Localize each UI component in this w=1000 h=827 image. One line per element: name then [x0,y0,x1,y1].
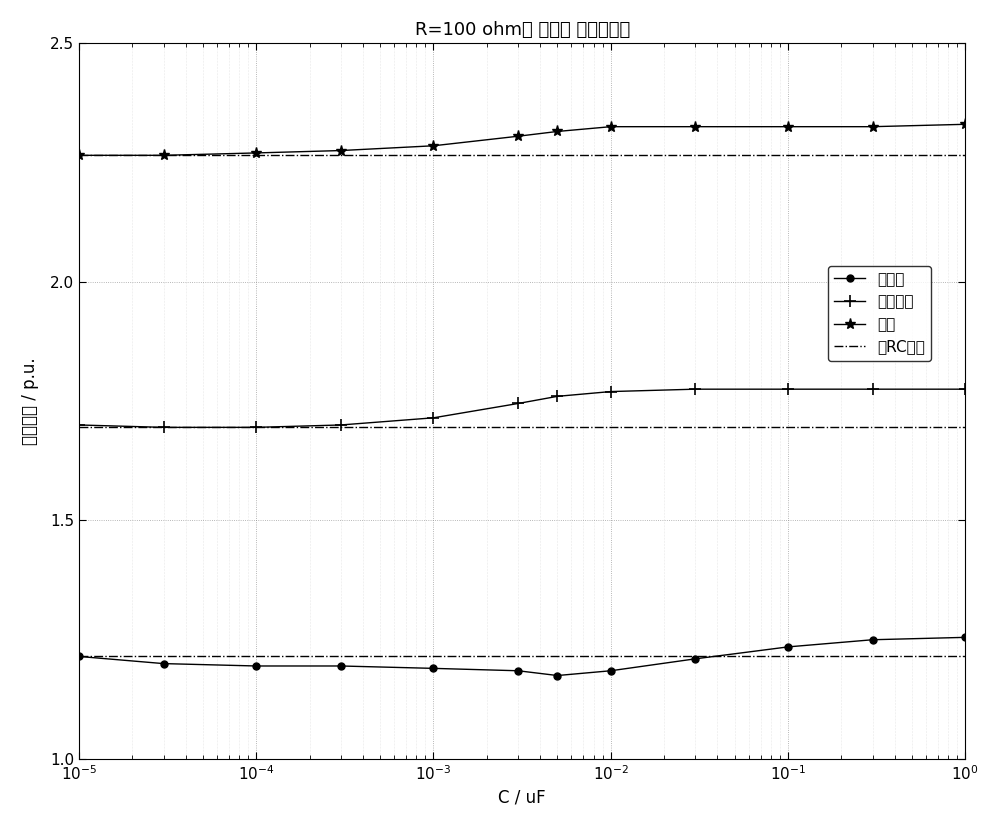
X-axis label: C / uF: C / uF [498,788,546,806]
Legend: 变压器, 隔离开关, 母线, 无RC支路: 变压器, 隔离开关, 母线, 无RC支路 [828,265,931,361]
Y-axis label: 电压峰値 / p.u.: 电压峰値 / p.u. [21,357,39,445]
Title: R=100 ohm， 串联， 接变压器端: R=100 ohm， 串联， 接变压器端 [415,21,630,39]
